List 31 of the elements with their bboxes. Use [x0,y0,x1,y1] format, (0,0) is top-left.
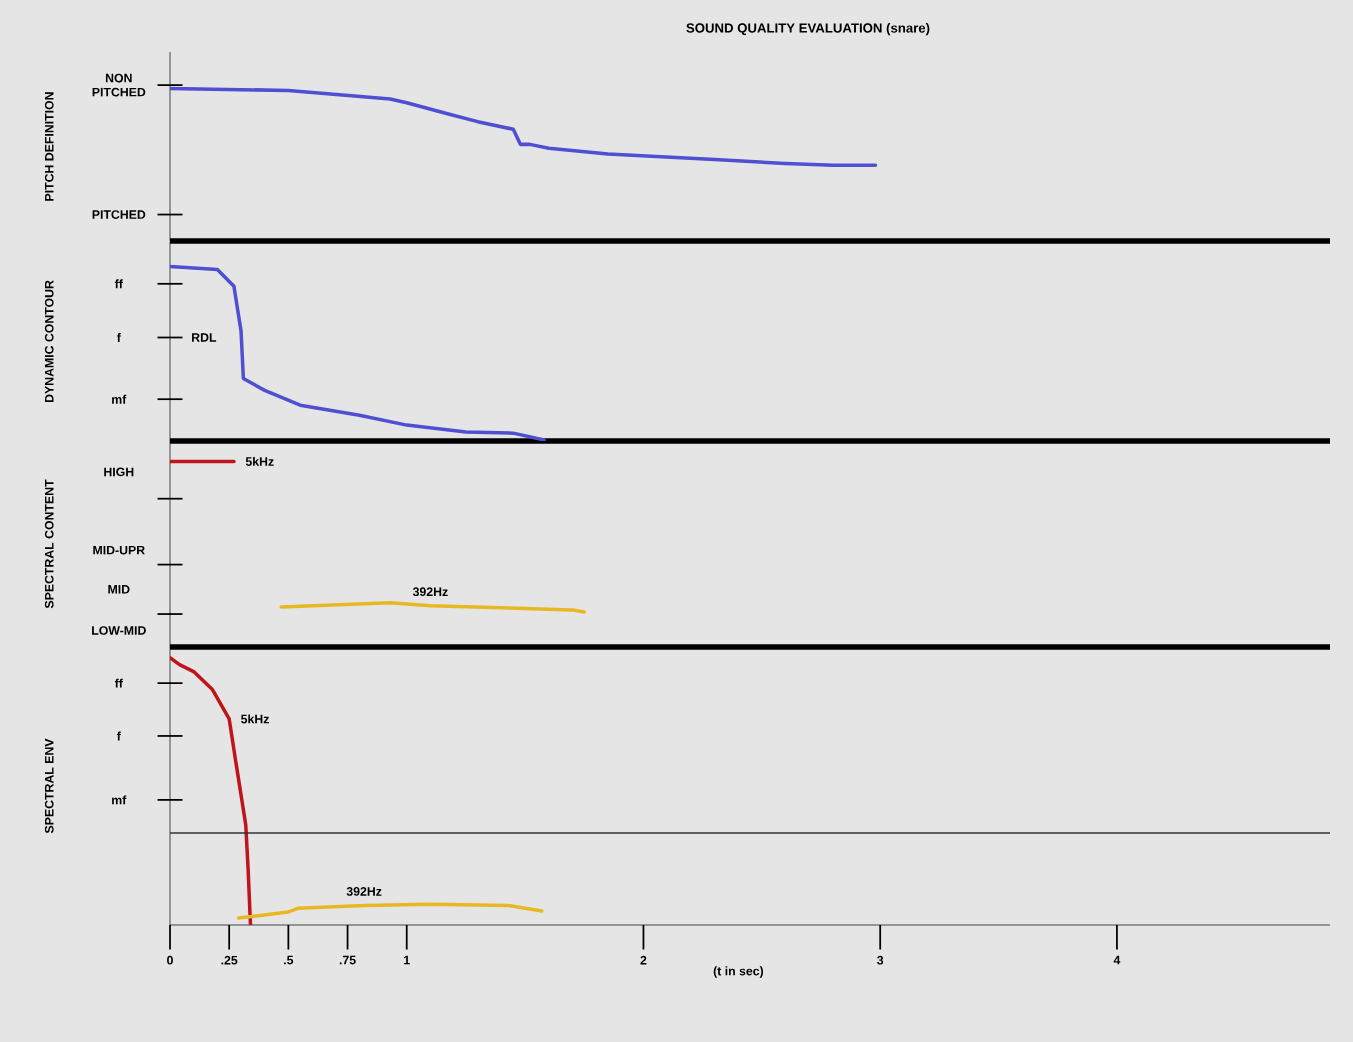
y-axis-title: SPECTRAL CONTENT [44,479,54,609]
text: mf [112,795,127,805]
text: PITCHED [92,210,146,219]
y-axis-title: SPECTRAL ENV [44,738,54,834]
series-label: 5kHz [245,456,274,466]
x-tick-label: .25 [221,955,238,965]
text: HIGH [104,467,134,477]
x-tick-label: 0 [167,955,173,965]
text: NON PITCHED [92,73,146,97]
annotation: RDL [192,333,217,342]
x-tick-label: 1 [404,955,410,965]
series-label: 392Hz [346,887,382,896]
x-tick-label: .5 [284,955,294,965]
text: mf [112,394,127,404]
text: f [116,333,121,342]
x-tick-label: 3 [877,955,884,965]
chart-title: SOUND QUALITY EVALUATION (snare) [686,22,930,36]
text: LOW-MID [92,626,146,635]
text: ff [114,678,123,688]
text: f [116,731,121,741]
text: ff [114,279,123,289]
text: MID-UPR [93,545,145,555]
x-tick-label: 4 [1113,955,1121,965]
y-axis-title: PITCH DEFINITION [44,92,54,201]
x-tick-label: 2 [640,955,647,965]
series-label: 5kHz [241,714,269,724]
series-label: 392Hz [412,587,448,597]
x-axis-title: (t in sec) [713,966,764,978]
y-axis-title: DYNAMIC CONTOUR [44,280,54,403]
x-tick-label: .75 [339,955,356,965]
text: MID [108,585,130,594]
